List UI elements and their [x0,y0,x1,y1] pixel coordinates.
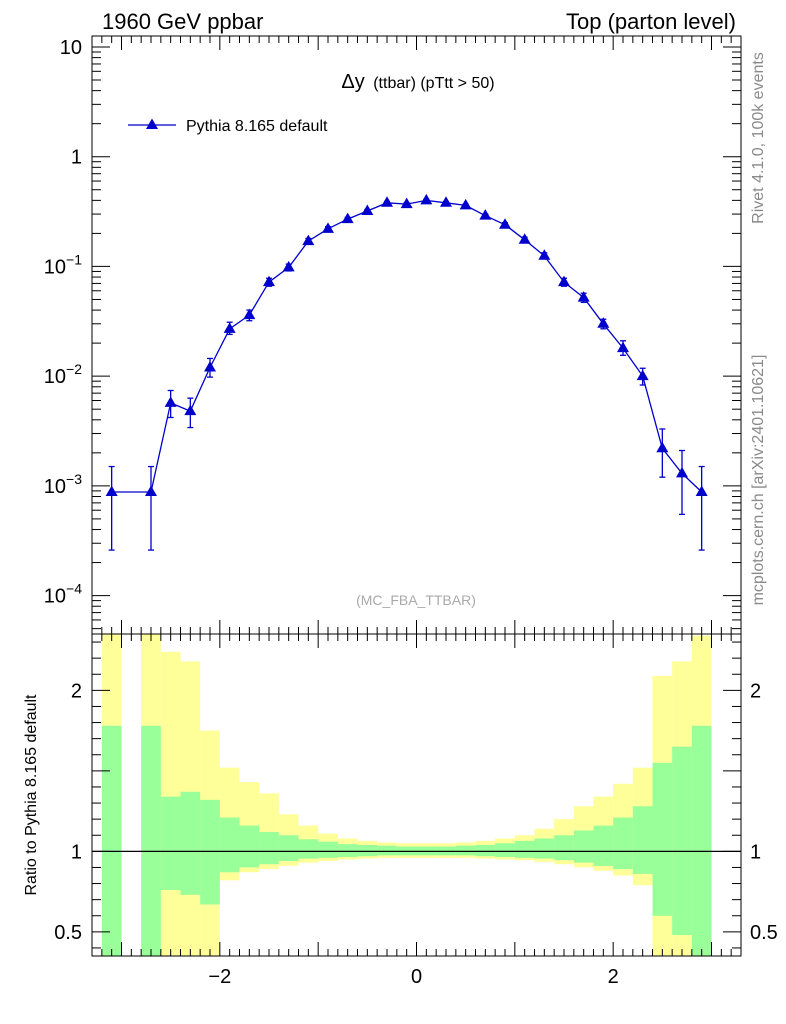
ratio-band-inner-bin-23 [554,835,574,861]
ratio-band-inner-bin-5 [200,799,220,905]
data-point-24 [597,317,610,328]
data-point-22 [558,275,570,287]
data-point-2 [164,396,177,407]
ratio-band-inner-bin-6 [219,817,240,873]
ratio-band-inner-bin-0 [101,725,122,956]
top-ytick-label-base-3: 10 [44,366,66,388]
ratio-band-inner-bin-2 [141,725,161,956]
ratio-band-inner-bin-20 [495,843,515,857]
ratio-ylabel: Ratio to Pythia 8.165 default [23,694,40,896]
ratio-band-inner-bin-25 [593,825,614,866]
data-point-28 [676,466,688,478]
top-ytick-label-5: 10−4 [44,581,82,608]
ratio-band-inner-bin-7 [239,825,260,868]
data-point-21 [538,249,551,260]
top-ytick-label-exp-4: −3 [66,471,82,487]
ratio-band-inner-bin-18 [455,845,476,856]
header-left: 1960 GeV ppbar [102,9,263,34]
data-point-12 [361,204,374,215]
ratio-band-inner-bin-12 [337,844,358,857]
data-point-19 [499,218,511,229]
data-point-15 [420,193,433,205]
ratio-band-inner-bin-10 [298,839,319,859]
ratio-band-inner-bin-11 [318,841,338,858]
ratio-band-inner-bin-26 [613,817,633,870]
ratio-ytick-label-left-0: 2 [71,680,82,702]
mcplots-label: mcplots.cern.ch [arXiv:2401.10621] [750,355,767,606]
watermark: (MC_FBA_TTBAR) [356,592,476,608]
top-ytick-label-base-0: 10 [60,37,82,59]
legend-marker [146,118,158,129]
top-ytick-label-base-2: 10 [44,256,66,278]
top-ytick-label-exp-3: −2 [66,361,82,377]
data-point-10 [322,222,334,233]
data-point-8 [282,260,295,272]
data-point-25 [617,341,629,353]
top-ytick-label-0: 10 [60,37,82,59]
data-point-13 [381,196,393,207]
top-ytick-label-3: 10−2 [44,361,82,388]
ratio-band-inner-bin-29 [672,746,692,936]
ratio-band-inner-bin-22 [534,838,555,859]
top-ytick-label-base-1: 1 [71,147,82,169]
data-point-3 [184,404,197,416]
xtick-label-0: −2 [208,966,231,988]
data-point-9 [302,234,315,246]
data-point-7 [263,275,275,287]
top-ytick-label-base-4: 10 [44,476,66,498]
ratio-band-inner-bin-28 [652,762,673,916]
legend-label: Pythia 8.165 default [186,118,328,135]
data-point-6 [243,308,256,320]
top-ytick-label-base-5: 10 [44,586,66,608]
top-ytick-label-4: 10−3 [44,471,82,498]
ratio-band-inner-bin-19 [475,844,496,857]
data-point-5 [223,322,236,333]
ratio-band-inner-bin-8 [259,832,279,865]
top-ytick-label-1: 1 [71,147,82,169]
data-point-23 [577,291,590,302]
data-point-17 [459,198,472,210]
ratio-band-inner-bin-27 [632,806,653,874]
xtick-label-1: 0 [411,966,422,988]
ratio-band-inner-bin-13 [357,844,378,857]
ratio-ytick-label-left-2: 0.5 [54,922,82,944]
plot-title-sub: (ttbar) (pTtt > 50) [373,75,494,92]
ratio-ytick-label-right-0: 2 [750,680,761,702]
plot-title: Δy (ttbar) (pTtt > 50) [341,71,494,93]
data-point-18 [479,209,492,220]
data-point-20 [518,233,531,244]
ratio-panel: −2 0 2 2 2 1 1 0.5 0.5 Ratio to Pythia 8.165 de… [23,633,778,988]
ratio-ytick-label-left-1: 1 [71,841,82,863]
header-right: Top (parton level) [566,9,736,34]
ratio-ytick-label-right-2: 0.5 [750,922,778,944]
top-ytick-label-exp-5: −4 [66,581,82,597]
data-point-11 [341,212,354,224]
ratio-band-inner-bin-21 [514,840,535,858]
ratio-band-inner-bin-24 [573,830,594,863]
ratio-band-inner-bin-30 [691,725,712,956]
ratio-band-inner-bin-4 [180,791,201,895]
data-point-16 [440,196,452,207]
ratio-ytick-label-right-1: 1 [750,841,761,863]
series-line [111,199,703,493]
rivet-label: Rivet 4.1.0, 100k events [750,52,767,224]
top-ytick-label-2: 10−1 [44,251,82,278]
data-point-26 [636,369,649,381]
xtick-label-2: 2 [608,966,619,988]
data-point-29 [695,485,708,496]
data-point-0 [105,485,118,496]
plot-title-main: Δy [341,71,364,93]
top-ytick-label-exp-2: −1 [66,251,82,267]
data-point-27 [656,441,669,453]
ratio-band-inner-bin-9 [278,835,299,862]
ratio-band-inner-bin-3 [160,796,181,890]
data-point-14 [400,197,413,209]
data-point-1 [145,485,157,496]
ratio-band-inner-bin-14 [377,845,397,856]
legend: Pythia 8.165 default [128,118,328,135]
data-point-4 [204,360,216,372]
